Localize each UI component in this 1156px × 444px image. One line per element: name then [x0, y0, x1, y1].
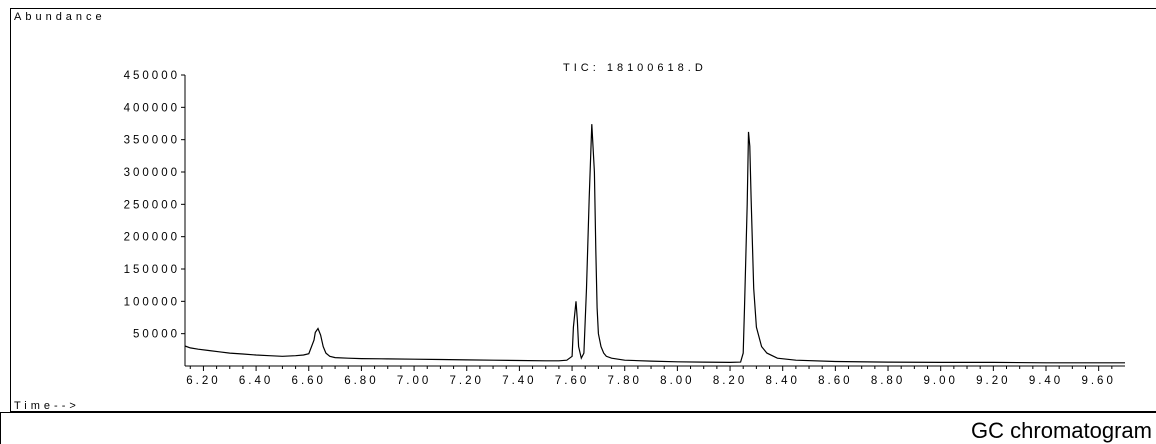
y-ticks: 50000 100000 150000 200000 250000 300000 35000… [124, 70, 185, 341]
x-tick-label: 9.40 [1029, 375, 1063, 387]
y-tick-label: 450000 [124, 70, 180, 82]
y-axis-label: Abundance [14, 11, 106, 23]
x-tick-label: 8.00 [660, 375, 694, 387]
caption-strip [0, 412, 1156, 444]
x-tick-label: 6.80 [344, 375, 378, 387]
y-tick-label: 150000 [124, 264, 180, 276]
y-tick-label: 250000 [124, 199, 180, 211]
x-tick-label: 7.20 [450, 375, 484, 387]
x-tick-label: 7.00 [397, 375, 431, 387]
x-tick-label: 8.60 [818, 375, 852, 387]
chart-title: TIC: 18100618.D [563, 62, 707, 74]
x-tick-label: 9.20 [976, 375, 1010, 387]
x-tick-label: 6.60 [292, 375, 326, 387]
x-tick-label: 6.40 [239, 375, 273, 387]
y-tick-label: 400000 [124, 102, 180, 114]
y-tick-label: 200000 [124, 232, 180, 244]
figure-caption: GC chromatogram [971, 418, 1152, 443]
tic-trace [184, 124, 1125, 364]
y-tick-label: 100000 [124, 296, 180, 308]
axes [184, 75, 1125, 367]
x-tick-label: 7.40 [502, 375, 536, 387]
chart-frame [10, 8, 1156, 412]
x-tick-label: 6.20 [186, 375, 220, 387]
x-tick-label: 8.80 [871, 375, 905, 387]
y-tick-label: 300000 [124, 167, 180, 179]
x-tick-label: 7.60 [555, 375, 589, 387]
x-axis-label: Time--> [14, 400, 80, 412]
x-tick-label: 8.40 [766, 375, 800, 387]
y-tick-label: 350000 [124, 135, 180, 147]
y-tick-label: 50000 [133, 329, 180, 341]
x-tick-label: 9.00 [923, 375, 957, 387]
x-tick-label: 8.20 [713, 375, 747, 387]
x-tick-label: 7.80 [608, 375, 642, 387]
x-ticks: 6.20 6.40 6.60 6.80 7.00 7.20 7.40 7.60 7.80 8.00… [186, 366, 1115, 387]
x-tick-label: 9.60 [1081, 375, 1115, 387]
